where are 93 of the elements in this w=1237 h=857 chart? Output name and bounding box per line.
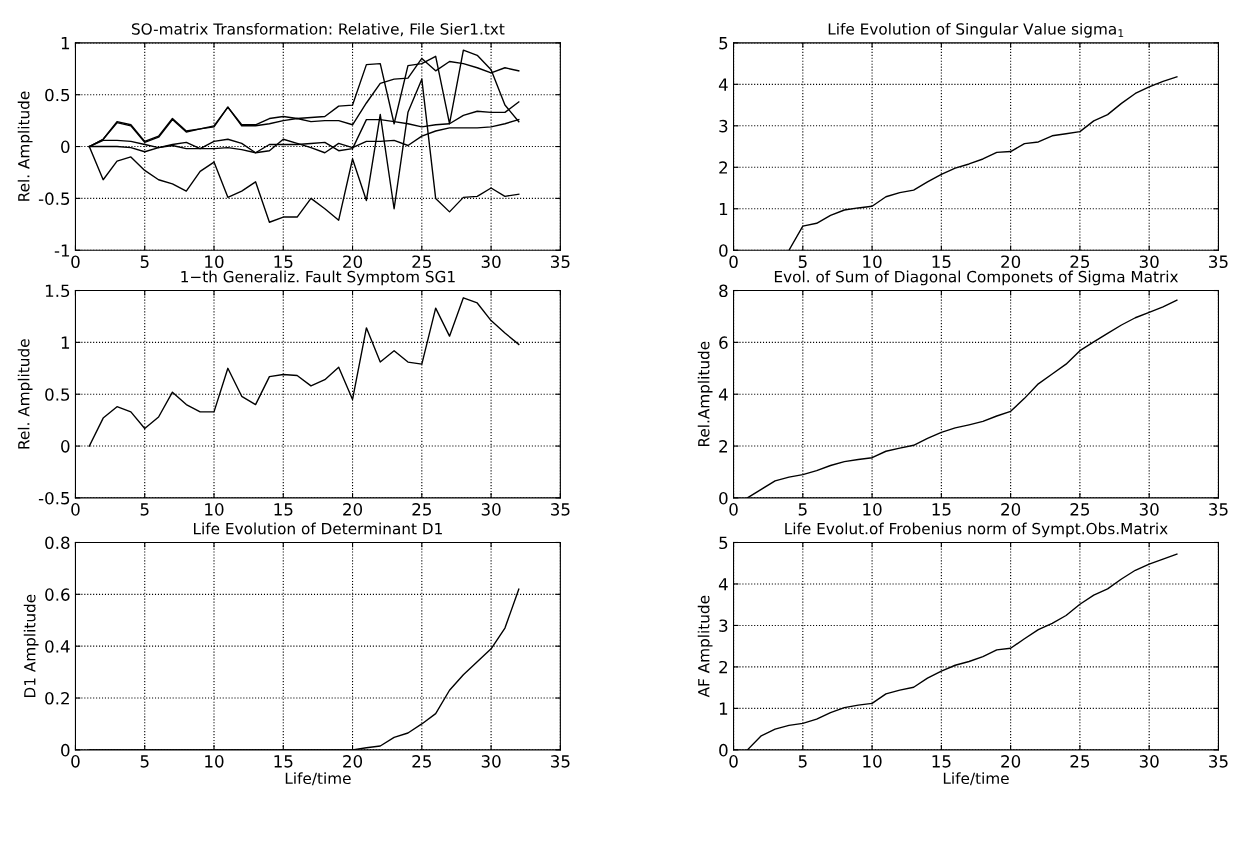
y-tick-label: 0 [719, 743, 728, 757]
y-tick-label: 0 [719, 244, 728, 257]
x-tick-label: 25 [1070, 255, 1090, 269]
chart-title: Life Evolution of Determinant D1 [194, 522, 442, 535]
x-tick-label: 15 [932, 755, 951, 768]
x-tick-label: 5 [798, 255, 807, 269]
x-tick-label: 5 [140, 503, 149, 516]
x-tick-label: 15 [274, 255, 293, 269]
x-tick-label: 0 [71, 755, 80, 768]
x-tick-label: 35 [551, 755, 570, 768]
x-tick-label: 20 [1001, 503, 1021, 516]
x-tick-label: 0 [729, 755, 738, 768]
y-tick-label: 0 [61, 743, 70, 757]
chart-title: Life Evolut.of Frobenius norm of Sympt.Obs.Matrix [785, 522, 1168, 538]
y-tick-label: 1 [719, 702, 728, 715]
chart-title: SO-matrix Transformation: Relative, File Sier1.txt [131, 22, 505, 37]
x-tick-label: 20 [1001, 255, 1021, 269]
x-tick-label: 0 [729, 503, 738, 516]
x-tick-label: 30 [481, 503, 501, 516]
x-tick-label: 20 [343, 503, 363, 516]
y-tick-label: 0 [719, 491, 728, 505]
x-tick-label: 30 [1139, 755, 1159, 768]
x-tick-label: 10 [863, 255, 882, 269]
x-tick-label: 20 [343, 755, 363, 768]
y-tick-label: 4 [718, 578, 728, 591]
x-tick-label: 15 [274, 755, 293, 768]
x-tick-label: 35 [551, 503, 570, 516]
y-tick-label: 1 [61, 336, 70, 349]
x-tick-label: 25 [1070, 755, 1090, 768]
y-tick-label: -1 [54, 244, 70, 257]
y-tick-label: 0.4 [45, 640, 70, 653]
x-tick-label: 35 [551, 255, 570, 269]
x-tick-label: 5 [798, 503, 807, 516]
x-tick-label: 10 [863, 503, 882, 516]
y-tick-label: 1 [61, 37, 70, 50]
x-tick-label: 30 [481, 255, 501, 269]
y-tick-label: -0.5 [38, 192, 70, 205]
y-axis-title: D1 Amplitude [23, 594, 39, 697]
x-axis-title: Life/time [943, 772, 1009, 786]
x-tick-label: 5 [140, 255, 149, 269]
y-tick-label: 5 [719, 37, 728, 50]
y-tick-label: 0.5 [45, 88, 70, 102]
y-tick-label: 0.2 [45, 691, 69, 705]
x-tick-label: 30 [1139, 503, 1159, 516]
y-tick-label: 3 [719, 119, 728, 133]
x-tick-label: 0 [729, 255, 738, 269]
x-tick-label: 30 [1139, 255, 1159, 269]
x-tick-label: 30 [481, 755, 501, 768]
x-tick-label: 25 [412, 755, 431, 768]
y-axis-title: Rel. Amplitude [17, 339, 33, 449]
y-tick-label: 2 [719, 161, 728, 174]
x-tick-label: 20 [343, 255, 363, 269]
x-tick-label: 15 [274, 503, 293, 516]
x-tick-label: 35 [1209, 255, 1228, 269]
chart-title: 1−th Generaliz. Fault Symptom SG1 [181, 270, 455, 286]
chart-title: Evol. of Sum of Diagonal Componets of Sigma Matrix [774, 270, 1179, 286]
x-tick-label: 0 [71, 503, 80, 516]
y-tick-label: 0 [61, 140, 70, 154]
x-tick-label: 0 [71, 255, 80, 269]
x-tick-label: 15 [932, 503, 951, 516]
y-tick-label: 0.6 [45, 588, 70, 601]
y-tick-label: 5 [719, 536, 728, 550]
y-tick-label: -0.5 [38, 491, 70, 505]
y-tick-label: 3 [719, 619, 728, 633]
x-tick-label: 15 [932, 255, 951, 269]
x-tick-label: 10 [205, 255, 224, 269]
y-tick-label: 6 [719, 336, 728, 349]
x-tick-label: 25 [412, 255, 431, 269]
x-tick-label: 10 [205, 755, 224, 768]
y-tick-label: 4 [718, 78, 728, 91]
x-tick-label: 20 [1001, 755, 1021, 768]
y-axis-title: Rel.Amplitude [697, 341, 713, 447]
x-axis-title: Life/time [285, 772, 351, 786]
y-axis-title: AF Amplitude [697, 595, 713, 698]
y-tick-label: 2 [719, 440, 728, 453]
y-axis-title: Rel. Amplitude [17, 91, 33, 201]
x-tick-label: 35 [1209, 755, 1228, 768]
chart-title: Life Evolution of Singular Value sigma$_{1}$ [828, 22, 1124, 38]
y-tick-label: 2 [719, 660, 728, 674]
x-tick-label: 5 [140, 755, 149, 768]
y-tick-label: 0.5 [45, 388, 70, 401]
x-tick-label: 25 [412, 503, 431, 516]
x-tick-label: 35 [1209, 503, 1228, 516]
y-tick-label: 4 [718, 388, 728, 401]
y-tick-label: 8 [719, 284, 728, 298]
y-tick-label: 0 [61, 440, 70, 453]
y-tick-label: 1 [719, 202, 728, 216]
y-tick-label: 1.5 [45, 284, 70, 298]
x-tick-label: 25 [1070, 503, 1090, 516]
y-tick-label: 0.8 [45, 536, 70, 550]
x-tick-label: 10 [205, 503, 224, 516]
x-tick-label: 5 [798, 755, 807, 768]
x-tick-label: 10 [863, 755, 882, 768]
